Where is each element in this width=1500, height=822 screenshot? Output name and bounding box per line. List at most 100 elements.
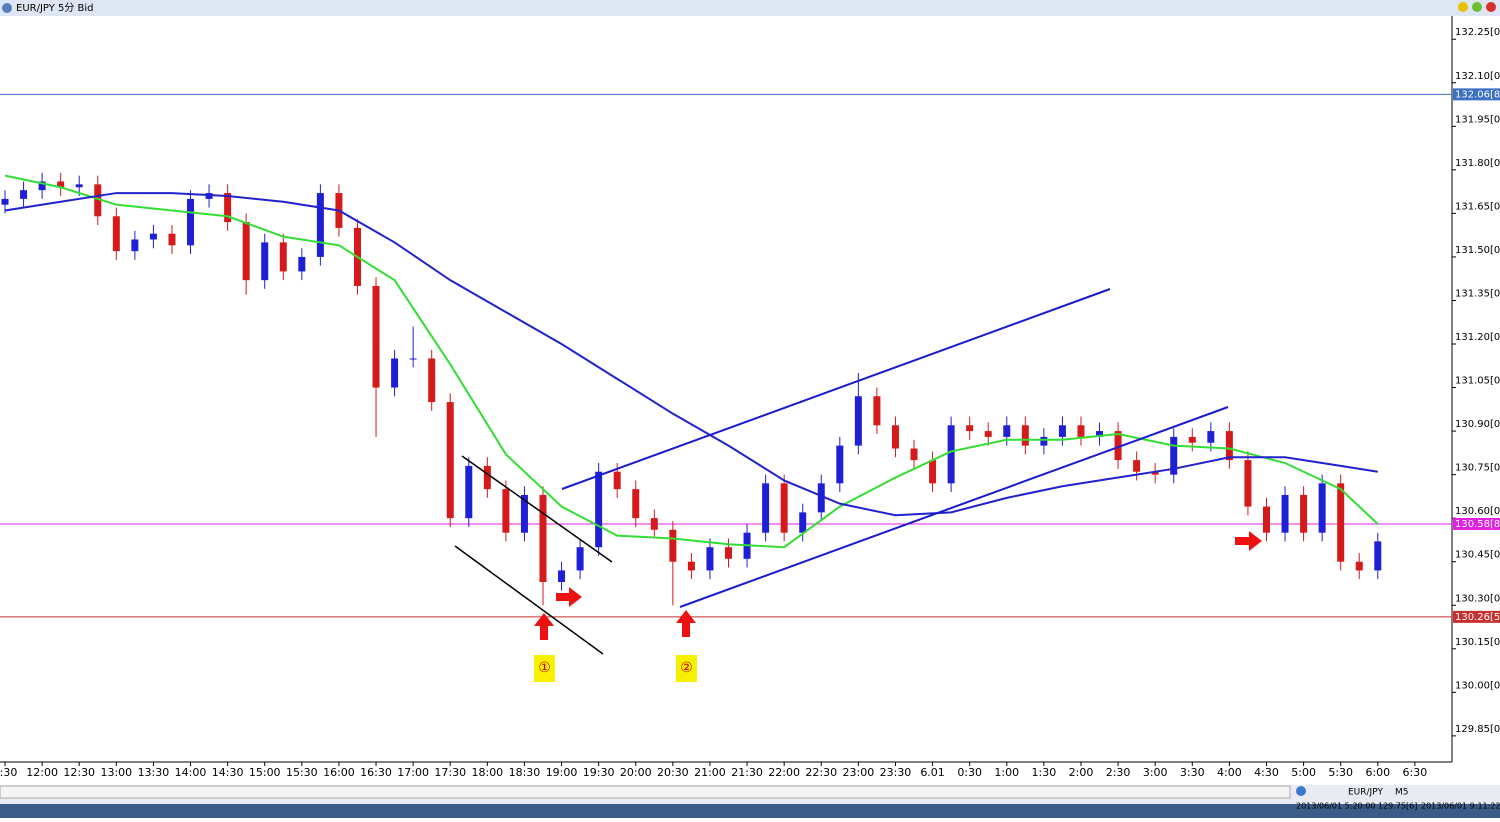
price-label-box	[1453, 517, 1500, 530]
annotation-box	[534, 655, 555, 682]
candle-body	[1170, 436, 1178, 475]
candle-body	[1096, 431, 1104, 437]
x-tick-label: 4:30	[1254, 766, 1279, 779]
status-price: 129.75[6]	[1378, 802, 1417, 811]
x-tick-label: 23:00	[843, 766, 875, 779]
symbol[interactable]: EUR/JPY	[1348, 788, 1383, 798]
candle-body	[929, 460, 937, 484]
x-tick-label: 12:00	[26, 766, 58, 779]
candle-body	[279, 242, 287, 272]
candle-body	[38, 181, 46, 191]
candle-body	[966, 425, 974, 432]
marks: 132.25[0 132.10[0 131.95[0 131.80[0 131.65[0…	[0, 27, 1500, 779]
window-title: EUR/JPY 5分 Bid	[16, 2, 94, 14]
x-tick-label: 13:30	[138, 766, 170, 779]
trend-line	[561, 288, 1111, 490]
candle-body	[669, 529, 677, 562]
candle-body	[372, 285, 380, 388]
candle-body	[75, 184, 83, 188]
y-tick-label: 129.85[0	[1455, 724, 1500, 735]
candle-body	[465, 465, 473, 519]
candle-body	[502, 489, 510, 533]
candle-body	[817, 483, 825, 513]
candle-body	[725, 547, 733, 559]
x-tick-label: 15:30	[286, 766, 318, 779]
candle-body	[94, 184, 102, 217]
x-tick-label: 1:30	[0, 766, 17, 779]
candle-body	[576, 547, 584, 571]
price-label-box	[1453, 88, 1500, 101]
candle-body	[947, 425, 955, 484]
y-tick-label: 131.95[0	[1455, 114, 1500, 125]
timeframe[interactable]: M5	[1395, 788, 1409, 798]
candle-body	[409, 358, 417, 360]
candle-body	[1244, 460, 1252, 507]
candle-body	[1, 198, 9, 205]
candle-body	[1114, 431, 1122, 461]
candle-body	[1355, 561, 1363, 571]
x-tick-label: 21:30	[731, 766, 763, 779]
candle-body	[891, 425, 899, 449]
candle-body	[131, 239, 139, 252]
candle-body	[187, 198, 195, 246]
y-tick-label: 131.50[0	[1455, 245, 1500, 256]
y-tick-label: 130.45[0	[1455, 550, 1500, 561]
candle-body	[149, 233, 157, 240]
x-tick-label: 2:30	[1106, 766, 1131, 779]
x-tick-label: 19:30	[583, 766, 615, 779]
y-tick-label: 131.80[0	[1455, 158, 1500, 169]
arrows	[534, 531, 1262, 640]
x-tick-label: 4:00	[1217, 766, 1242, 779]
y-tick-label: 130.30[0	[1455, 593, 1500, 604]
candle-body	[446, 402, 454, 519]
x-tick-label: 18:00	[471, 766, 503, 779]
candle-body	[1300, 494, 1308, 533]
scrollbar[interactable]	[0, 785, 1291, 799]
plot-area	[0, 16, 1452, 762]
y-tick-label: 131.05[0	[1455, 376, 1500, 387]
maximize-button[interactable]	[1472, 2, 1482, 12]
candle-body	[1225, 431, 1233, 461]
y-tick-label: 132.10[0	[1455, 71, 1500, 82]
x-tick-label: 16:00	[323, 766, 355, 779]
title-bar	[0, 0, 1500, 16]
candle-body	[799, 512, 807, 533]
trend-line	[679, 406, 1229, 608]
y-tick-label: 131.35[0	[1455, 288, 1500, 299]
candle-body	[595, 471, 603, 548]
x-tick-label: 23:30	[880, 766, 912, 779]
x-tick-label: 14:00	[175, 766, 207, 779]
candle-body	[1151, 471, 1159, 475]
candle-body	[298, 256, 306, 272]
x-tick-label: 15:00	[249, 766, 281, 779]
x-tick-label: 21:00	[694, 766, 726, 779]
candle-body	[261, 242, 269, 281]
candle-body	[1188, 436, 1196, 443]
y-tick-label: 130.15[0	[1455, 637, 1500, 648]
minimize-button[interactable]	[1458, 2, 1468, 12]
x-tick-label: 6:30	[1403, 766, 1428, 779]
candle-body	[1077, 425, 1085, 437]
candle-body	[1021, 425, 1029, 446]
annotation: ②	[680, 660, 693, 676]
window-icon	[2, 3, 12, 13]
channel-line	[454, 545, 604, 655]
globe-icon[interactable]	[1296, 786, 1306, 796]
candle-body	[854, 396, 862, 446]
annotation: ①	[538, 660, 551, 676]
candle-body	[1262, 506, 1270, 533]
candle-body	[836, 445, 844, 484]
candle-body	[20, 190, 28, 199]
candle-body	[483, 465, 491, 490]
candle-body	[57, 181, 65, 188]
candle-body	[1058, 425, 1066, 437]
candle-body	[1281, 494, 1289, 533]
candle-body	[520, 494, 528, 533]
candle-body	[1374, 541, 1382, 571]
y-tick-label: 130.00[0	[1455, 680, 1500, 691]
y-tick-label: 130.60[0	[1455, 506, 1500, 517]
x-tick-label: 1:00	[994, 766, 1019, 779]
close-button[interactable]	[1486, 2, 1496, 12]
